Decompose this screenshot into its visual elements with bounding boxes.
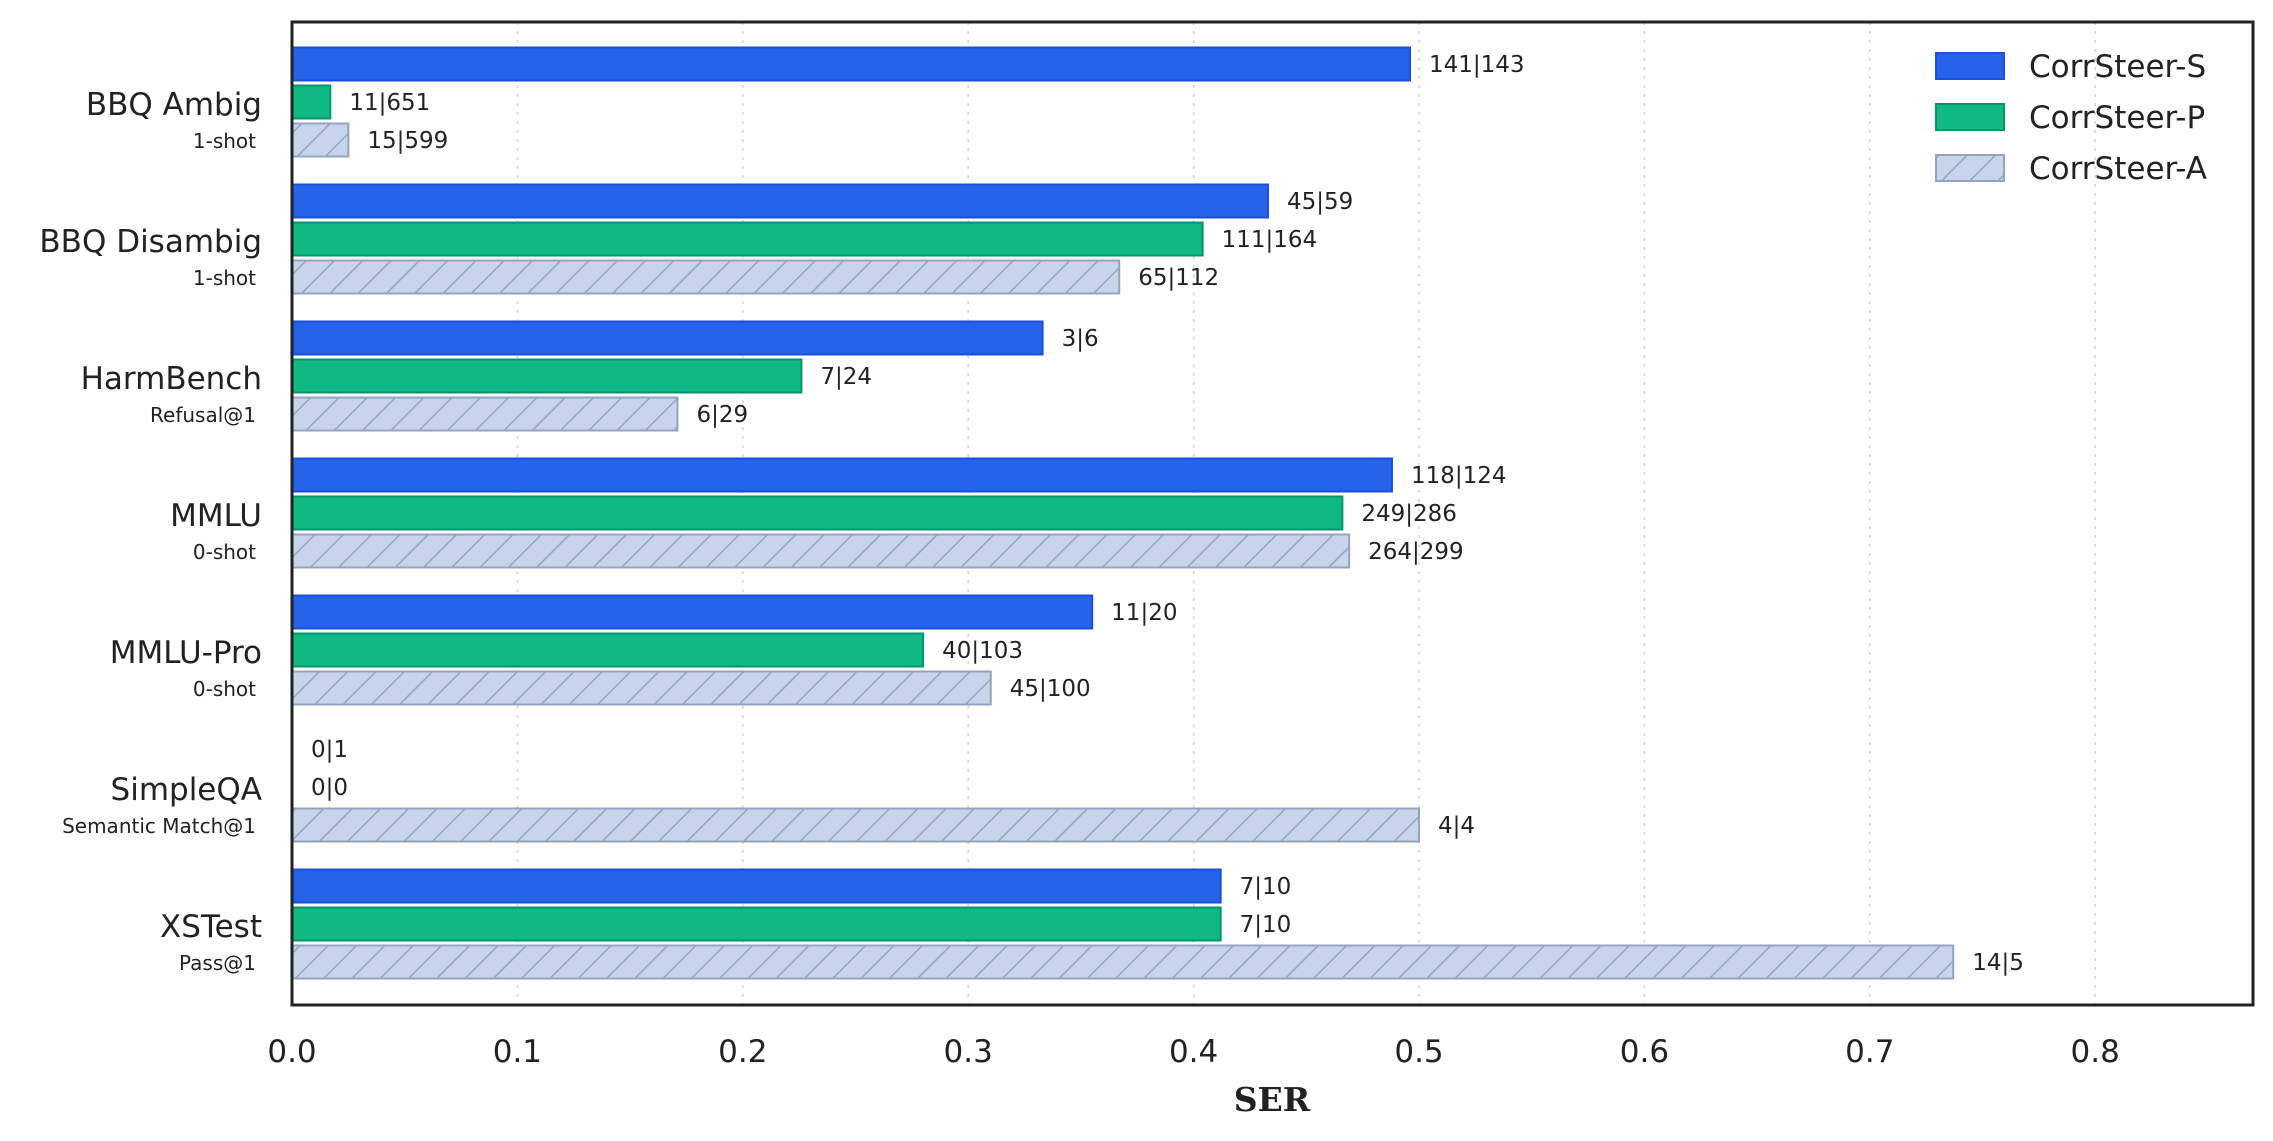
bar — [291, 632, 925, 668]
legend-swatch — [1935, 103, 2005, 131]
bar — [291, 457, 1393, 493]
data-label: 0|0 — [311, 775, 348, 801]
data-label: 141|143 — [1429, 52, 1525, 78]
category-label: SimpleQA — [111, 772, 262, 808]
category-label: MMLU-Pro — [110, 635, 262, 671]
x-tick-label: 0.6 — [1620, 1034, 1669, 1070]
data-label: 7|10 — [1240, 912, 1292, 938]
data-label: 45|59 — [1287, 189, 1353, 215]
category-sublabel: Pass@1 — [179, 951, 256, 975]
bar — [291, 122, 350, 158]
data-label: 7|24 — [820, 364, 872, 390]
bar — [291, 495, 1344, 531]
category-sublabel: 1-shot — [193, 129, 256, 153]
x-tick-labels: 0.0 0.1 0.2 0.3 0.4 0.5 0.6 0.7 0.8 — [267, 1034, 2120, 1070]
data-label: 249|286 — [1361, 501, 1457, 527]
x-axis-title: SER — [1234, 1080, 1311, 1119]
bar — [291, 320, 1044, 356]
bar — [291, 183, 1269, 219]
bar — [291, 46, 1411, 82]
data-label: 11|20 — [1111, 600, 1177, 626]
data-label: 118|124 — [1411, 463, 1507, 489]
x-tick-label: 0.4 — [1169, 1034, 1218, 1070]
data-label: 11|651 — [349, 90, 430, 116]
bar — [291, 594, 1094, 630]
data-label: 15|599 — [367, 128, 448, 154]
legend-label: CorrSteer-P — [2029, 100, 2205, 136]
bar — [291, 670, 992, 706]
x-tick-label: 0.1 — [493, 1034, 542, 1070]
x-tick-label: 0.2 — [718, 1034, 767, 1070]
x-tick-label: 0.0 — [267, 1034, 316, 1070]
data-label: 40|103 — [942, 638, 1023, 664]
category-labels: BBQ Ambig 1-shot BBQ Disambig 1-shot HarmBen… — [39, 87, 262, 975]
data-label: 3|6 — [1062, 326, 1099, 352]
legend-label: CorrSteer-A — [2029, 151, 2207, 187]
data-label: 7|10 — [1240, 874, 1292, 900]
data-label: 14|5 — [1972, 950, 2024, 976]
bar — [291, 868, 1222, 904]
bars — [291, 46, 1955, 980]
category-sublabel: Refusal@1 — [150, 403, 256, 427]
data-label: 111|164 — [1222, 227, 1318, 253]
data-label: 4|4 — [1438, 813, 1475, 839]
data-label: 45|100 — [1010, 676, 1091, 702]
bar — [291, 396, 679, 432]
data-label: 264|299 — [1368, 539, 1464, 565]
bar — [291, 84, 332, 120]
category-sublabel: 0-shot — [193, 677, 256, 701]
category-sublabel: Semantic Match@1 — [62, 814, 256, 838]
category-sublabel: 0-shot — [193, 540, 256, 564]
category-label: BBQ Disambig — [39, 224, 262, 260]
plot-frame — [290, 20, 2255, 1007]
x-tick-label: 0.5 — [1394, 1034, 1443, 1070]
legend-label: CorrSteer-S — [2029, 49, 2206, 85]
bar — [291, 533, 1351, 569]
category-label: HarmBench — [81, 361, 262, 397]
category-label: BBQ Ambig — [86, 87, 262, 123]
bar — [291, 358, 803, 394]
legend-swatch — [1935, 154, 2005, 182]
data-label: 0|1 — [311, 737, 348, 763]
bar — [291, 807, 1421, 843]
bar — [291, 259, 1121, 295]
x-tick-label: 0.3 — [944, 1034, 993, 1070]
bar — [291, 906, 1222, 942]
x-tick-label: 0.8 — [2071, 1034, 2120, 1070]
bar — [291, 944, 1955, 980]
bar — [291, 221, 1204, 257]
legend: CorrSteer-S CorrSteer-P CorrSteer-A — [1935, 49, 2207, 187]
x-tick-label: 0.7 — [1845, 1034, 1894, 1070]
legend-swatch — [1935, 52, 2005, 80]
category-label: MMLU — [170, 498, 262, 534]
category-sublabel: 1-shot — [193, 266, 256, 290]
category-label: XSTest — [160, 909, 262, 945]
data-label: 6|29 — [696, 402, 748, 428]
data-label: 65|112 — [1138, 265, 1219, 291]
